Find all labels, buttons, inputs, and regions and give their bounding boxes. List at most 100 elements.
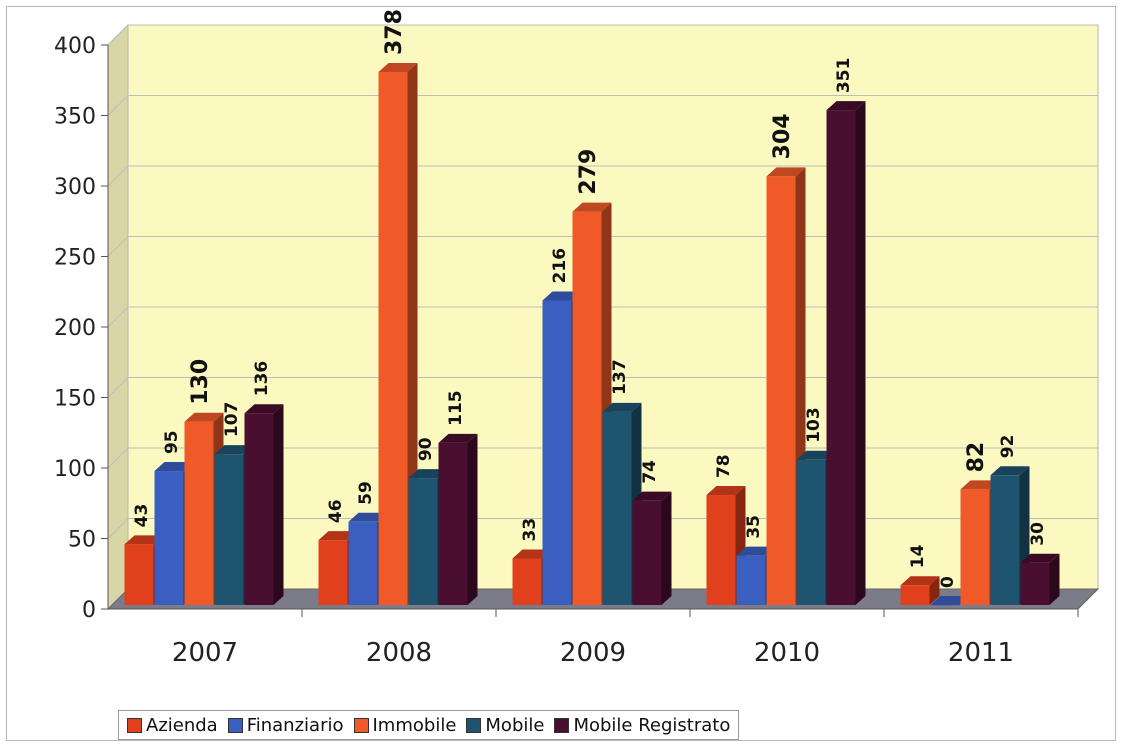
bar-front: [318, 540, 348, 605]
data-label: 43: [132, 504, 152, 528]
y-tick-label: 100: [54, 457, 96, 482]
bar-top: [930, 596, 970, 605]
legend-label: Mobile: [485, 714, 545, 736]
legend-item: Mobile Registrato: [554, 715, 730, 736]
bar-front: [438, 442, 468, 605]
data-label: 107: [222, 402, 242, 438]
x-category-label: 2008: [366, 638, 432, 668]
data-label: 130: [188, 359, 213, 405]
bar-top: [244, 404, 284, 414]
bar-top: [184, 412, 224, 422]
bar-front: [244, 413, 274, 605]
legend-swatch: [127, 717, 142, 733]
bar: [438, 433, 478, 605]
bar: [244, 404, 284, 605]
data-label: 92: [998, 435, 1018, 459]
data-label: 35: [744, 515, 764, 539]
bar-top: [438, 433, 478, 443]
bar-front: [990, 475, 1020, 605]
legend: Azienda Finanziario Immobile Mobile Mobile R…: [118, 710, 740, 740]
bar-top: [602, 402, 642, 412]
bar-front: [736, 555, 766, 605]
bar-side: [407, 63, 418, 605]
legend-label: Azienda: [146, 714, 218, 736]
data-label: 46: [326, 499, 346, 523]
bar-top: [1020, 553, 1060, 563]
data-label: 14: [908, 544, 928, 568]
bar-top: [512, 549, 552, 559]
bar-front: [512, 558, 542, 605]
bar-side: [467, 433, 478, 605]
legend-item: Immobile: [353, 714, 457, 736]
legend-label: Mobile Registrato: [573, 714, 731, 736]
bar-top: [348, 512, 388, 522]
bar-front: [796, 459, 826, 605]
legend-item: Finanziario: [227, 714, 344, 736]
data-label: 136: [252, 361, 272, 397]
data-label: 30: [1028, 522, 1048, 546]
bar-top: [408, 469, 448, 479]
bar-front: [542, 300, 572, 605]
y-tick-label: 0: [82, 598, 96, 623]
data-label: 95: [162, 430, 182, 454]
bar-side: [855, 101, 866, 605]
bar-side: [1049, 553, 1060, 605]
bar-top: [990, 466, 1030, 476]
bar-top: [766, 167, 806, 177]
bar-top: [318, 531, 358, 541]
data-label: 351: [834, 58, 854, 94]
axes: [101, 44, 1079, 617]
legend-label: Finanziario: [246, 714, 344, 736]
bar: [378, 63, 418, 605]
data-label: 378: [382, 9, 407, 55]
data-label: 33: [520, 518, 540, 542]
legend-item: Mobile: [466, 715, 544, 736]
bar-top: [960, 480, 1000, 490]
data-label: 82: [964, 442, 989, 473]
gridline: [107, 165, 1098, 187]
data-label: 137: [610, 359, 630, 395]
legend-item: Azienda: [127, 715, 218, 736]
y-tick-label: 350: [54, 105, 96, 130]
bar: [1020, 553, 1060, 605]
data-label: 74: [640, 460, 660, 484]
y-tick-label: 250: [54, 246, 96, 271]
bar-front: [408, 478, 438, 605]
data-label: 279: [576, 149, 601, 195]
bar-top: [706, 486, 746, 496]
y-tick-label: 150: [54, 387, 96, 412]
legend-label: Immobile: [372, 714, 457, 736]
bar: [632, 491, 672, 605]
y-tick-label: 50: [68, 528, 96, 553]
bar-top: [826, 101, 866, 111]
bar-front: [1020, 562, 1050, 605]
data-label: 115: [446, 390, 466, 426]
bar-side: [273, 404, 284, 605]
gridline: [107, 24, 1098, 46]
x-category-label: 2009: [560, 638, 626, 668]
data-label: 90: [416, 437, 436, 461]
data-label: 59: [356, 481, 376, 505]
bar-front: [378, 72, 408, 605]
x-category-label: 2010: [754, 638, 820, 668]
bar-side: [661, 491, 672, 605]
bar-front: [572, 211, 602, 606]
y-tick-label: 400: [54, 34, 96, 59]
bar-top: [572, 202, 612, 212]
data-label: 216: [550, 248, 570, 284]
data-label: 304: [770, 113, 795, 159]
y-tick-label: 200: [54, 316, 96, 341]
bar-top: [796, 450, 836, 460]
bar-front: [706, 495, 736, 605]
x-category-label: 2007: [172, 638, 238, 668]
bar-front: [900, 585, 930, 605]
legend-swatch: [554, 717, 570, 733]
legend-swatch: [353, 717, 369, 733]
bar-front: [930, 605, 960, 606]
data-label: 0: [938, 576, 958, 588]
bar-side: [929, 576, 940, 605]
bar-top: [736, 546, 776, 556]
bar-front: [214, 454, 244, 605]
bar-top: [542, 291, 582, 301]
